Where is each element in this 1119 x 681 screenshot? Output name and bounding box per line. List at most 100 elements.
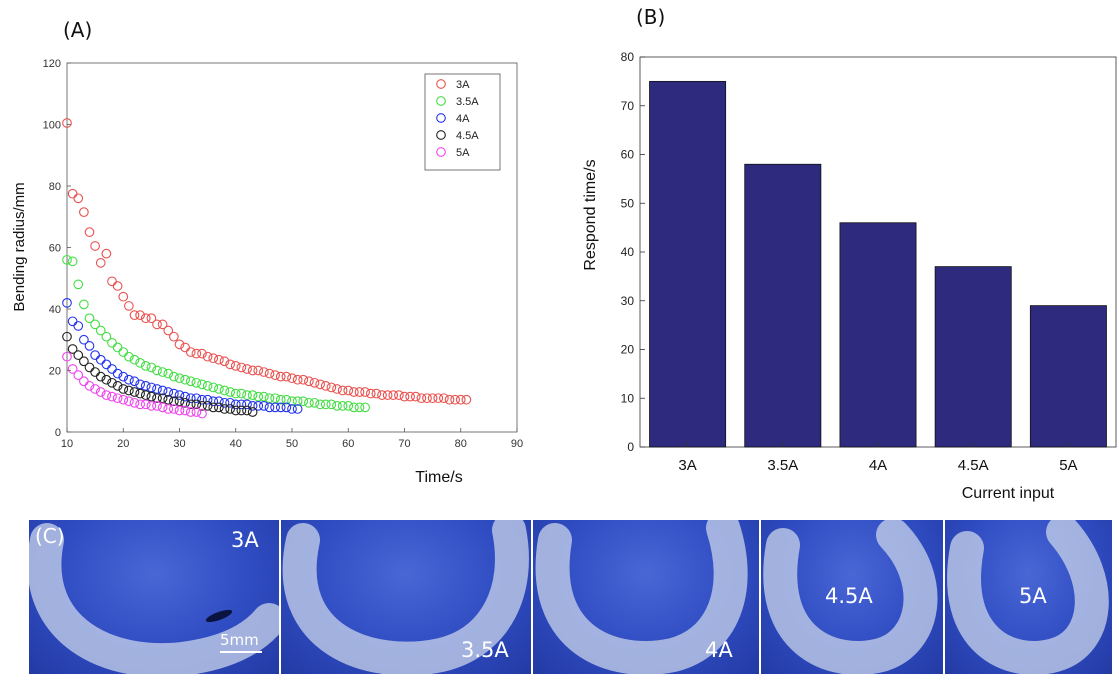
data-point [101, 248, 112, 259]
data-point [185, 376, 196, 387]
data-point [349, 402, 359, 413]
legend-marker [436, 130, 446, 140]
data-point [433, 393, 444, 404]
data-point [152, 393, 162, 404]
data-point [287, 396, 297, 407]
data-point [264, 368, 275, 379]
data-point [242, 390, 252, 400]
data-point [67, 344, 78, 354]
data-point [236, 399, 247, 410]
data-point [236, 362, 247, 373]
data-point [214, 402, 224, 413]
data-point [230, 388, 241, 399]
photo-label: 3A [231, 528, 259, 552]
data-point [157, 319, 168, 330]
data-point [354, 387, 365, 397]
data-point [62, 118, 72, 128]
x-tick-label: 20 [117, 438, 129, 450]
data-point [62, 298, 72, 308]
data-point [214, 396, 224, 407]
bar-4.5A [934, 266, 1012, 448]
chart-a-xlabel: Time/s [415, 469, 462, 486]
data-point [354, 402, 365, 413]
data-point [129, 310, 140, 321]
y-tick-label: 80 [49, 181, 61, 193]
data-point [163, 404, 174, 414]
data-point [101, 374, 112, 385]
data-point [270, 402, 280, 413]
data-point [140, 381, 151, 391]
data-point [326, 382, 337, 393]
data-point [405, 391, 415, 402]
data-point [275, 371, 286, 382]
y-tick-label: 40 [49, 304, 61, 316]
data-point [157, 402, 168, 413]
data-point [185, 399, 196, 410]
data-point [416, 393, 427, 404]
data-point [281, 394, 292, 405]
chart-a-ylabel: Bending radius/mm [11, 182, 28, 311]
data-point [169, 331, 179, 342]
x-tick-label: 60 [342, 438, 354, 450]
data-point [292, 404, 303, 414]
y-tick-label: 80 [621, 50, 635, 64]
data-point [118, 371, 129, 382]
data-point [129, 354, 140, 365]
data-point [292, 396, 303, 407]
chart-b-xlabel: Current input [962, 485, 1055, 502]
data-point [191, 407, 202, 417]
data-point [259, 367, 269, 377]
y-tick-label: 50 [621, 196, 635, 210]
bar-5A [1029, 305, 1107, 448]
data-point [225, 397, 235, 408]
data-point [180, 405, 190, 416]
data-point [298, 396, 309, 407]
data-point [112, 281, 123, 291]
data-point [191, 377, 202, 388]
data-point [90, 319, 100, 330]
data-point [191, 393, 202, 404]
data-point [343, 401, 354, 411]
data-point [118, 384, 129, 394]
data-point [146, 313, 157, 324]
data-point [185, 407, 196, 417]
data-point [95, 387, 106, 397]
data-point [202, 401, 213, 411]
data-point [298, 374, 309, 385]
data-point [62, 254, 72, 265]
data-point [101, 331, 112, 342]
x-tick-label: 40 [230, 438, 242, 450]
data-point [152, 401, 162, 411]
data-point [169, 371, 179, 382]
data-point [90, 241, 100, 251]
data-point [84, 227, 95, 237]
scale-bar [220, 651, 262, 653]
data-point [191, 348, 202, 359]
legend-marker [436, 79, 446, 89]
data-point [124, 385, 134, 396]
x-tick-label: 3A [678, 457, 696, 474]
y-tick-label: 60 [49, 243, 61, 255]
legend-label: 3A [456, 79, 470, 91]
data-point [332, 401, 342, 411]
x-tick-label: 90 [511, 438, 523, 450]
data-point [146, 362, 157, 373]
data-point [332, 384, 342, 394]
y-tick-label: 10 [621, 391, 635, 405]
data-point [73, 350, 84, 360]
data-point [287, 373, 297, 384]
data-point [208, 402, 219, 413]
series-3A [62, 118, 472, 405]
data-point [163, 387, 174, 397]
legend-label: 4A [456, 113, 470, 125]
data-point [292, 374, 303, 385]
data-point [287, 404, 297, 414]
data-point [225, 387, 235, 397]
data-point [84, 341, 95, 351]
y-tick-label: 20 [621, 343, 635, 357]
data-point [73, 370, 84, 380]
data-point [394, 390, 404, 400]
data-point [225, 359, 235, 370]
data-point [337, 401, 348, 411]
data-point [135, 310, 145, 321]
